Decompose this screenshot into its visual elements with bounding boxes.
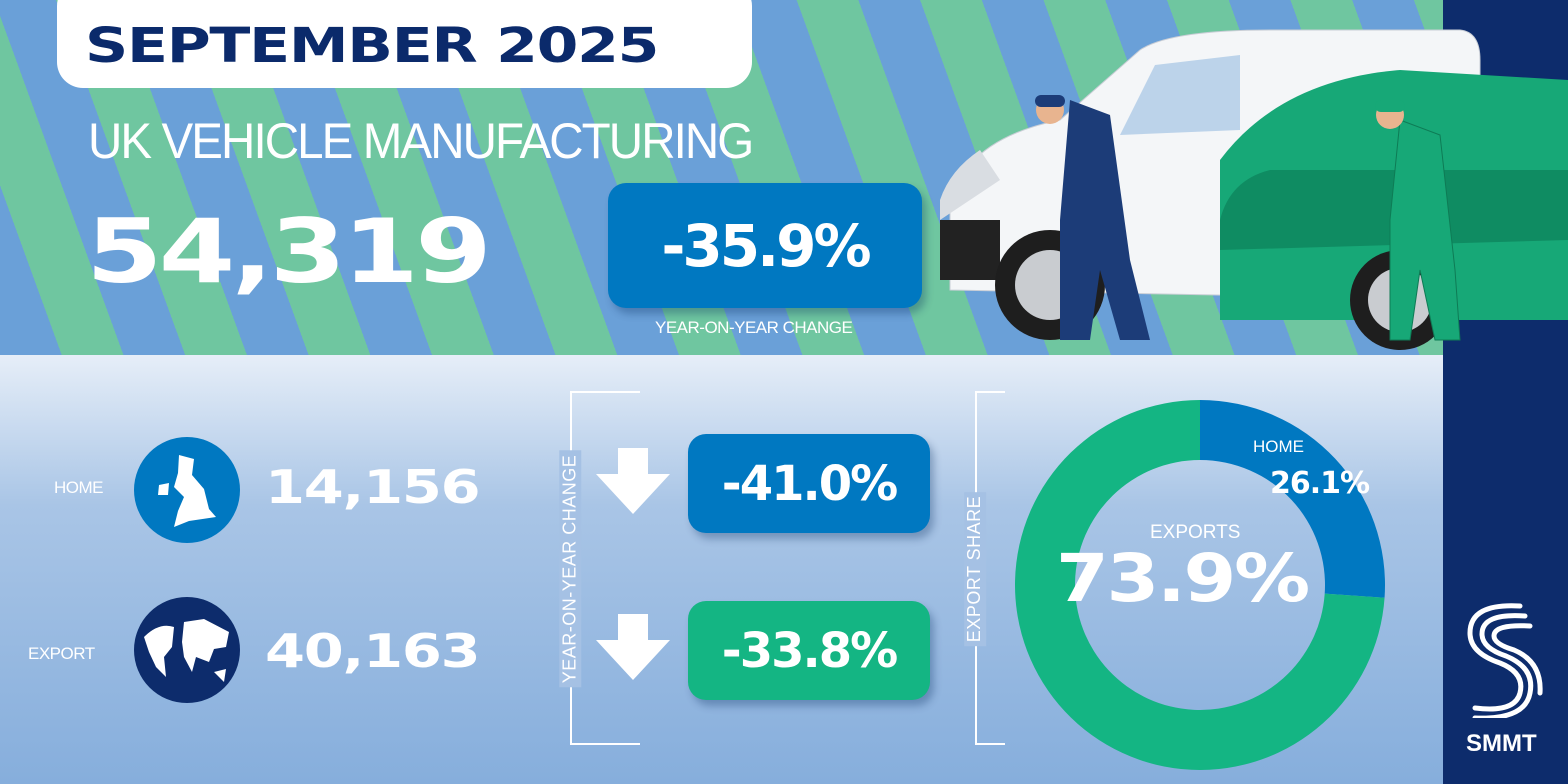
total-yoy-change: -35.9%	[608, 183, 922, 308]
donut-label-home: HOME	[1253, 437, 1304, 456]
donut-slice-home	[1200, 400, 1385, 598]
yoy-section-label: YEAR-ON-YEAR CHANGE	[559, 450, 582, 688]
export-label: EXPORT	[28, 644, 95, 663]
home-volume: 14,156	[265, 460, 481, 514]
uk-map-icon	[134, 437, 240, 543]
donut-slice-exports	[1015, 400, 1385, 770]
export-share-donut	[1015, 400, 1385, 770]
page-subtitle: UK VEHICLE MANUFACTURING	[88, 113, 754, 169]
arrow-down-icon	[596, 614, 670, 680]
donut-label-exports: EXPORTS	[1150, 522, 1241, 543]
export-volume: 40,163	[265, 624, 481, 678]
globe-icon	[134, 597, 240, 703]
period-banner	[57, 0, 752, 88]
arrow-down-icon	[596, 448, 670, 514]
donut-value-exports: 73.9%	[1056, 540, 1310, 617]
donut-value-home: 26.1%	[1270, 466, 1370, 501]
period-title: SEPTEMBER 2025	[85, 18, 659, 74]
home-label: HOME	[54, 478, 104, 497]
total-yoy-label: YEAR-ON-YEAR CHANGE	[655, 318, 853, 337]
smmt-logo-icon	[1467, 603, 1543, 718]
smmt-logo-text: SMMT	[1466, 730, 1537, 757]
home-yoy-change: -41.0%	[688, 434, 930, 533]
export-yoy-change: -33.8%	[688, 601, 930, 700]
chart-title: EXPORT SHARE	[963, 491, 986, 647]
total-production: 54,319	[86, 200, 492, 303]
vehicles-mechanics-illustration	[940, 29, 1568, 350]
